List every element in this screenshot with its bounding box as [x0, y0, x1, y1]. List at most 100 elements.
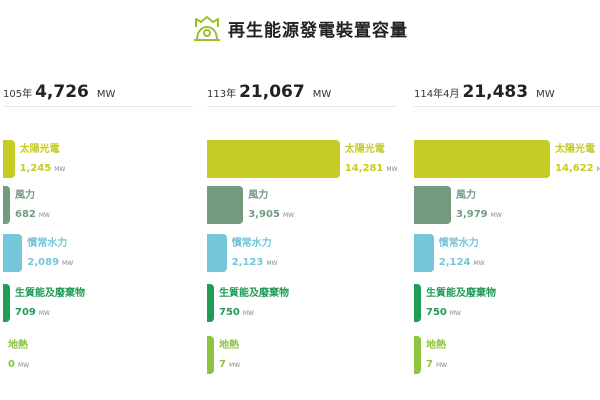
category-name: 風力	[15, 190, 35, 201]
category-value: 2,124	[438, 257, 471, 268]
category-text: 生質能及廢棄物 750 MW	[426, 287, 496, 321]
column-year: 105年	[3, 89, 33, 100]
value-unit: MW	[228, 362, 241, 369]
bar-wind	[414, 186, 451, 224]
bar-solar	[414, 140, 550, 178]
category-value: 3,979	[456, 209, 488, 220]
category-value: 2,123	[231, 257, 264, 268]
category-row: 慣常水力 2,089 MW	[3, 234, 193, 278]
category-row: 生質能及廢棄物 750 MW	[414, 284, 600, 328]
column-year: 114年4月	[414, 89, 460, 100]
value-line: 709 MW	[15, 303, 85, 321]
value-unit: MW	[38, 310, 50, 317]
column-year: 113年	[207, 89, 237, 100]
column-total: 21,483	[462, 82, 529, 102]
value-unit: MW	[473, 260, 485, 267]
value-unit: MW	[490, 212, 502, 219]
value-line: 2,123 MW	[232, 253, 278, 271]
column-header: 105年 4,726 MW	[3, 82, 193, 107]
category-text: 風力 682 MW	[15, 189, 50, 223]
category-text: 地熱 7 MW	[426, 339, 447, 373]
category-value: 7	[426, 359, 433, 370]
value-line: 1,245 MW	[20, 159, 66, 177]
category-text: 太陽光電 1,245 MW	[20, 143, 66, 177]
category-name: 地熱	[8, 340, 28, 351]
category-name: 慣常水力	[438, 238, 479, 249]
category-value: 3,905	[248, 209, 280, 220]
column-header: 113年 21,067 MW	[207, 82, 397, 107]
column-unit: MW	[312, 89, 332, 100]
value-line: 2,089 MW	[27, 253, 73, 271]
category-value: 750	[219, 307, 240, 318]
category-value: 0	[8, 359, 15, 370]
column-total: 4,726	[35, 82, 89, 102]
category-row: 地熱 7 MW	[414, 336, 600, 380]
page-title: 再生能源發電裝置容量	[228, 20, 408, 41]
category-value: 1,245	[19, 163, 52, 174]
value-line: 750 MW	[426, 303, 496, 321]
category-row: 地熱 0 MW	[3, 336, 193, 380]
bar-wind	[207, 186, 244, 224]
category-name: 生質能及廢棄物	[15, 288, 85, 299]
category-row: 慣常水力 2,124 MW	[414, 234, 600, 278]
category-value: 2,089	[27, 257, 60, 268]
category-text: 地熱 0 MW	[8, 339, 29, 373]
value-unit: MW	[38, 212, 50, 219]
category-row: 生質能及廢棄物 750 MW	[207, 284, 397, 328]
category-value: 14,281	[344, 163, 384, 174]
category-name: 太陽光電	[344, 144, 385, 155]
category-text: 生質能及廢棄物 709 MW	[15, 287, 85, 321]
bar-biomass	[414, 284, 421, 322]
category-value: 14,622	[555, 163, 594, 174]
bar-geothermal	[414, 336, 421, 374]
category-name: 慣常水力	[231, 238, 272, 249]
bar-biomass	[3, 284, 10, 322]
value-unit: MW	[449, 310, 461, 317]
category-text: 慣常水力 2,123 MW	[232, 237, 278, 271]
category-row: 太陽光電 1,245 MW	[3, 140, 193, 184]
column-unit: MW	[96, 89, 116, 100]
value-line: 3,905 MW	[248, 205, 294, 223]
category-row: 生質能及廢棄物 709 MW	[3, 284, 193, 328]
value-line: 14,281 MW	[345, 159, 398, 177]
category-text: 風力 3,979 MW	[456, 189, 502, 223]
category-row: 風力 3,979 MW	[414, 186, 600, 230]
category-row: 太陽光電 14,622MW	[414, 140, 600, 184]
value-line: 750 MW	[219, 303, 289, 321]
category-value: 682	[15, 209, 36, 220]
year-column: 105年 4,726 MW 太陽光電 1,245 MW 風力 682 MW 慣常水力 2,089 MW…	[3, 0, 193, 400]
value-line: 14,622MW	[555, 159, 600, 177]
power-plant-icon	[194, 16, 220, 41]
bar-hydro	[414, 234, 434, 272]
value-unit: MW	[386, 166, 398, 173]
value-line: 2,124 MW	[439, 253, 485, 271]
bar-geothermal	[207, 336, 214, 374]
category-value: 709	[15, 307, 36, 318]
category-text: 太陽光電 14,622MW	[555, 143, 600, 177]
value-line: 7 MW	[426, 355, 447, 373]
category-row: 風力 682 MW	[3, 186, 193, 230]
column-header: 114年4月 21,483 MW	[414, 82, 600, 107]
column-unit: MW	[536, 89, 555, 100]
category-name: 生質能及廢棄物	[426, 288, 496, 299]
value-unit: MW	[282, 212, 295, 219]
bar-wind	[3, 186, 10, 224]
category-name: 生質能及廢棄物	[219, 288, 289, 299]
value-line: 682 MW	[15, 205, 50, 223]
page-header: 再生能源發電裝置容量	[0, 12, 600, 44]
value-line: 7 MW	[219, 355, 240, 373]
value-line: 0 MW	[8, 355, 29, 373]
category-text: 風力 3,905 MW	[248, 189, 294, 223]
category-name: 地熱	[426, 340, 446, 351]
value-unit: MW	[54, 166, 66, 173]
value-unit: MW	[62, 260, 74, 267]
bar-solar	[3, 140, 15, 178]
category-text: 太陽光電 14,281 MW	[345, 143, 398, 177]
category-text: 慣常水力 2,089 MW	[27, 237, 73, 271]
year-column: 113年 21,067 MW 太陽光電 14,281 MW 風力 3,905 MW 慣常水力 2,1…	[207, 0, 398, 400]
category-row: 慣常水力 2,123 MW	[207, 234, 397, 278]
bar-hydro	[3, 234, 23, 272]
category-text: 地熱 7 MW	[219, 339, 240, 373]
category-name: 慣常水力	[27, 238, 68, 249]
category-name: 太陽光電	[19, 144, 60, 155]
